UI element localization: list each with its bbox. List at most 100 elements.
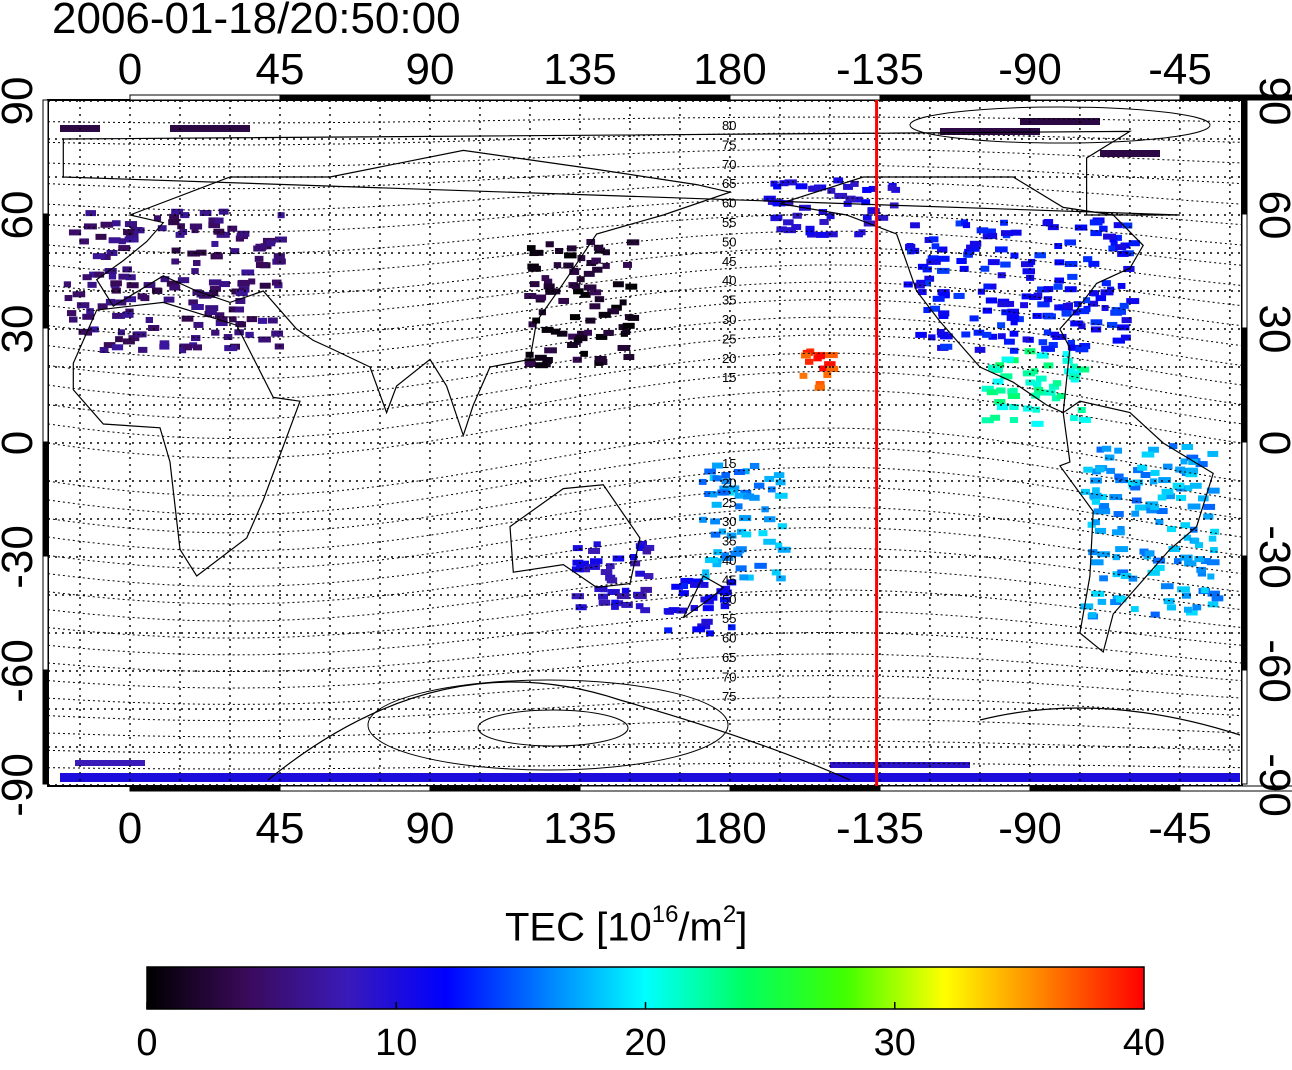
tec-cell-north-america: [986, 283, 997, 290]
tec-cell-south-america: [1206, 487, 1220, 494]
tec-cell-east-asia: [598, 311, 611, 318]
tec-cell-south-america: [1101, 445, 1112, 452]
tec-cell-south-america: [1096, 446, 1104, 453]
tec-cell-south-america: [1206, 559, 1220, 566]
tec-cell-new-zealand: [680, 577, 694, 584]
tec-cell-australia: [611, 603, 619, 610]
tec-cell-europe: [169, 284, 181, 291]
tec-cell-europe: [128, 335, 140, 342]
tec-cell-south-america: [1091, 498, 1100, 505]
tec-cell-europe: [100, 221, 114, 228]
tec-cell-europe: [192, 259, 201, 266]
tec-cell-north-america: [1115, 244, 1127, 251]
tec-cell-east-asia: [541, 326, 554, 333]
tec-cell-pacific-south: [729, 485, 740, 492]
tec-cell-australia: [606, 577, 618, 584]
tec-cell-east-asia: [529, 281, 540, 288]
tec-cell-new-zealand: [691, 578, 704, 585]
tec-cell-europe: [205, 305, 219, 312]
tec-cell-hawaii: [819, 365, 828, 372]
tec-cell-europe: [148, 324, 160, 331]
tec-cell-pacific-south: [702, 569, 710, 576]
tec-cell-north-america: [1114, 308, 1127, 315]
tec-cell-central-america: [1070, 415, 1078, 422]
tec-cell-east-asia: [526, 245, 536, 252]
contour-label: 70: [722, 669, 736, 684]
tec-cell-europe: [66, 310, 77, 317]
tec-cell-south-america: [1099, 575, 1108, 582]
tec-cell-east-asia: [603, 329, 614, 336]
tec-cell-south-america: [1157, 494, 1167, 501]
tec-cell-central-america: [1062, 351, 1071, 358]
tec-cell-north-america: [1038, 339, 1048, 346]
tec-cell-pacific-south: [753, 482, 765, 489]
tec-cell-south-america: [1109, 494, 1123, 501]
tec-cell-hawaii: [800, 352, 811, 359]
tec-cell-pacific-south: [720, 552, 730, 559]
tec-cell-south-america: [1154, 564, 1165, 571]
tec-cell-alaska-canada: [805, 229, 815, 236]
tec-cell-australia: [572, 559, 584, 566]
lat-label-right: 0: [1250, 431, 1292, 455]
tec-cell-central-america: [981, 417, 994, 424]
tec-cell-east-asia: [577, 330, 585, 337]
tec-cell-north-america: [1079, 342, 1091, 349]
coastline: [682, 575, 725, 619]
tec-cell-alaska-canada: [805, 225, 815, 232]
tec-band-antarctica: [75, 760, 145, 766]
tec-cell-alaska-canada: [784, 179, 797, 186]
tec-cell-north-america: [985, 297, 998, 304]
lon-label-bottom: 180: [693, 804, 766, 853]
tec-cell-north-america: [927, 255, 939, 262]
tec-cell-central-america: [992, 378, 1004, 385]
tec-cell-south-america: [1134, 504, 1148, 511]
tec-cell-new-zealand: [689, 581, 701, 588]
tec-cell-europe: [134, 331, 147, 338]
tec-cell-pacific-south: [718, 528, 726, 535]
tec-cell-north-america: [937, 255, 950, 262]
tec-cell-east-asia: [573, 288, 584, 295]
tec-cell-east-asia: [550, 328, 561, 335]
tec-cell-europe: [89, 326, 99, 333]
tec-cell-north-america: [1072, 309, 1080, 316]
tec-cell-south-america: [1183, 606, 1192, 613]
tec-cell-south-america: [1164, 493, 1175, 500]
mag-latitude-contour: [48, 371, 1242, 439]
tec-cell-east-asia: [619, 299, 627, 306]
tec-cell-north-america: [997, 272, 1006, 279]
contour-label: 60: [722, 631, 736, 646]
tec-cell-pacific-south: [773, 472, 785, 479]
frame-bar-bottom: [729, 785, 881, 792]
tec-cell-alaska-canada: [891, 186, 901, 193]
tec-cell-north-america: [976, 227, 989, 234]
tec-cell-east-asia: [558, 297, 570, 304]
tec-cell-europe: [223, 334, 233, 341]
tec-cell-europe: [118, 273, 130, 280]
tec-cell-alaska-canada: [770, 215, 782, 222]
tec-cell-europe: [110, 280, 122, 287]
tec-cell-north-america: [1088, 260, 1100, 267]
tec-cell-north-america: [982, 233, 992, 240]
lon-label-bottom: -45: [1148, 804, 1212, 853]
tec-cell-south-america: [1186, 454, 1199, 461]
mag-latitude-contour: [48, 653, 1242, 689]
tec-cells: [60, 118, 1240, 782]
mag-latitude-contour: [48, 197, 1242, 233]
tec-cell-north-america: [1070, 320, 1083, 327]
tec-cell-east-asia: [531, 249, 544, 256]
tec-cell-new-zealand: [668, 607, 680, 614]
tec-cell-europe: [199, 292, 212, 299]
mag-latitude-contour: [48, 181, 1242, 211]
tec-cell-europe: [94, 271, 105, 278]
tec-cell-europe: [143, 282, 156, 289]
tec-cell-australia: [600, 569, 613, 576]
coastline: [1058, 400, 1214, 654]
tec-cell-alaska-canada: [850, 180, 859, 187]
tec-cell-europe: [108, 237, 121, 244]
frame-bar-top: [579, 94, 731, 101]
tec-cell-north-america: [1027, 258, 1036, 265]
tec-cell-east-asia: [580, 291, 591, 298]
contour-label: 40: [722, 553, 736, 568]
tec-cell-north-america: [1020, 261, 1034, 268]
tec-cell-europe: [68, 316, 78, 323]
